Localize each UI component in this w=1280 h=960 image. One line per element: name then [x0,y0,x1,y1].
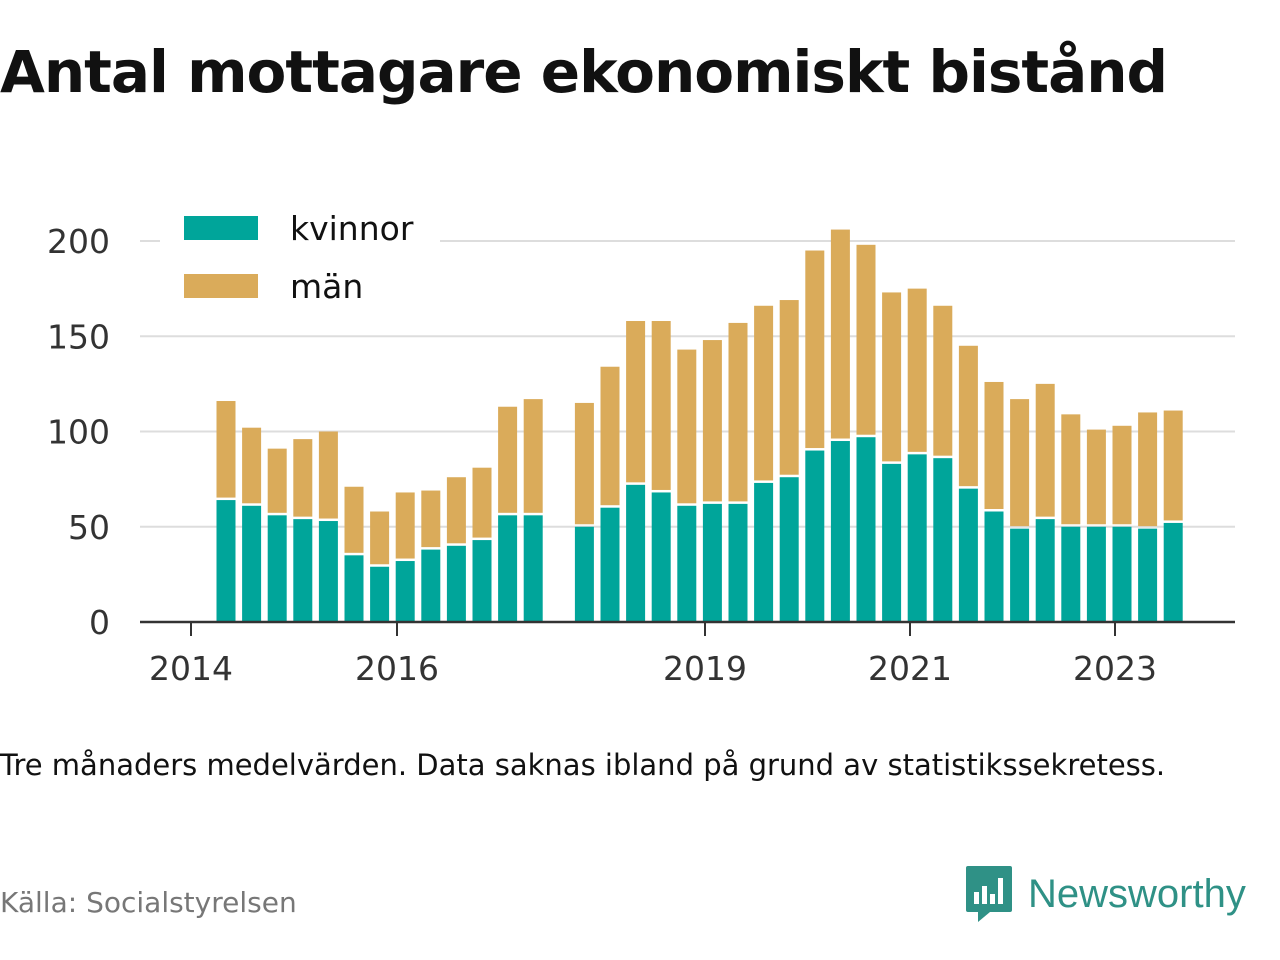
bar-man [1010,399,1030,527]
bar-kvinnor [472,540,492,622]
bar-man [651,321,671,490]
brand-logo[interactable]: Newsworthy [964,864,1246,924]
newsworthy-logo-icon [966,866,1012,922]
bar-kvinnor [318,521,338,622]
bar-kvinnor [651,492,671,622]
bar-kvinnor [370,566,390,622]
y-tick-label: 150 [47,317,110,356]
bar-kvinnor [779,477,799,622]
bar-man [1061,414,1081,525]
bar-kvinnor [1035,519,1055,622]
x-tick-label: 2023 [1073,649,1157,688]
bar-man [958,345,978,487]
bar-man [702,340,722,502]
bar-man [395,492,415,559]
chart-title: Antal mottagare ekonomiskt bistånd [0,38,1168,106]
bar-man [882,292,902,462]
axes: 0 50 100 150 200 2014 2016 2019 2021 2023 [47,222,1235,688]
legend-swatch-kvinnor [184,216,258,240]
bar-man [805,250,825,449]
bar-man [626,321,646,483]
bar-kvinnor [446,545,466,622]
bar-man [267,448,287,513]
bar-kvinnor [856,437,876,622]
bar-man [472,467,492,538]
y-tick-label: 200 [47,222,110,261]
bar-man [318,431,338,519]
y-tick-label: 50 [68,508,110,547]
x-tick-label: 2021 [868,649,952,688]
bar-man [600,366,620,506]
bar-man [523,399,543,513]
bar-kvinnor [830,441,850,622]
chart-note: Tre månaders medelvärden. Data saknas ib… [0,748,1166,782]
legend-label-kvinnor: kvinnor [290,209,414,248]
bar-man [933,305,953,456]
bar-kvinnor [344,555,364,622]
bar-kvinnor [1163,522,1183,622]
bar-man [779,300,799,475]
bar-kvinnor [882,463,902,622]
bar-kvinnor [626,484,646,622]
legend: kvinnor män [160,200,440,316]
bar-man [344,486,364,553]
bar-kvinnor [395,561,415,622]
bar-man [498,406,518,513]
bar-kvinnor [984,511,1004,622]
y-tick-label: 0 [89,603,110,642]
bar-kvinnor [1010,528,1030,622]
bar-man [1163,410,1183,521]
legend-label-man: män [290,267,363,306]
bar-man [446,477,466,544]
bar-man [754,305,774,481]
y-tick-label: 100 [47,413,110,452]
bar-man [1112,425,1132,525]
bar-kvinnor [1086,526,1106,622]
x-tick-label: 2016 [355,649,439,688]
bar-kvinnor [1112,526,1132,622]
legend-swatch-man [184,274,258,298]
bar-man [1035,383,1055,517]
bar-kvinnor [754,482,774,622]
source-text: Källa: Socialstyrelsen [0,886,297,919]
bar-man [728,322,748,502]
x-tick-label: 2019 [663,649,747,688]
bar-kvinnor [958,488,978,622]
bar-man [370,511,390,565]
stacked-bar-chart: 0 50 100 150 200 2014 2016 2019 2021 2023 kvinnor… [47,200,1235,688]
bar-kvinnor [498,515,518,622]
bar-kvinnor [216,500,236,622]
x-tick-label: 2014 [149,649,233,688]
bar-man [677,349,697,504]
bar-kvinnor [728,503,748,622]
bar-kvinnor [677,505,697,622]
bar-kvinnor [267,515,287,622]
bar-kvinnor [933,458,953,622]
bar-man [242,427,262,504]
bar-kvinnor [907,454,927,622]
bar-man [1086,429,1106,525]
bar-man [907,288,927,452]
brand-name: Newsworthy [1028,871,1246,916]
bar-kvinnor [600,507,620,622]
bar-kvinnor [421,549,441,622]
bar-kvinnor [523,515,543,622]
bar-kvinnor [1138,528,1158,622]
bar-man [293,439,313,517]
bars [216,229,1183,622]
bar-man [984,381,1004,510]
bar-man [1138,412,1158,527]
bar-kvinnor [1061,526,1081,622]
bar-kvinnor [805,450,825,622]
bar-man [574,402,594,525]
bar-man [216,401,236,498]
bar-kvinnor [574,526,594,622]
bar-man [830,229,850,439]
bar-man [421,490,441,548]
bar-kvinnor [293,519,313,622]
bar-man [856,244,876,435]
bar-kvinnor [242,505,262,622]
bar-kvinnor [702,503,722,622]
